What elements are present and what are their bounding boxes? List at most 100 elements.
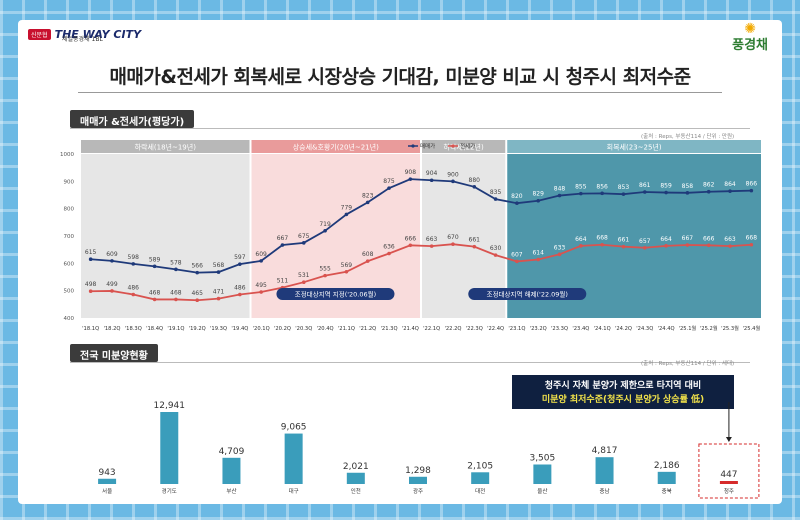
data-label: 666: [703, 235, 715, 242]
period-header: [81, 140, 250, 153]
x-tick-label: '20.4Q: [317, 326, 334, 332]
data-label: 853: [618, 184, 630, 191]
bar-value-label: 447: [720, 470, 737, 480]
x-tick-label: '25.3월: [721, 324, 739, 332]
data-point: [451, 242, 455, 246]
bar-category-label: 청주: [724, 488, 734, 495]
data-point: [685, 243, 690, 247]
data-point: [216, 296, 221, 301]
data-point: [88, 289, 93, 294]
x-tick-label: '25.4월: [742, 324, 760, 332]
callout-arrow-head: [725, 437, 732, 442]
x-tick-label: '25.1월: [679, 324, 697, 332]
data-label: 859: [660, 183, 672, 190]
brand-badge: 신문협: [28, 29, 51, 40]
data-label: 630: [490, 245, 502, 252]
data-label: 465: [191, 290, 203, 297]
data-label: 597: [234, 254, 246, 261]
bar-value-label: 2,186: [654, 461, 680, 471]
bar-category-label: 충북: [662, 487, 672, 495]
bar: [471, 472, 490, 484]
bar-value-label: 2,105: [467, 461, 493, 471]
price-line-chart: 하락세(18년~19년) 상승세&호황기(20년~21년) 하락세(22년) 회복세(…: [60, 140, 761, 332]
data-point: [323, 229, 327, 233]
brand-logo: 신문협 THE WAY CITY: [28, 28, 141, 41]
data-point: [301, 241, 306, 245]
data-label: 675: [298, 233, 310, 240]
data-label: 663: [426, 236, 438, 243]
title-divider: [78, 92, 722, 93]
data-point: [536, 198, 541, 203]
data-label: 864: [724, 181, 736, 188]
data-label: 779: [341, 204, 353, 211]
data-point: [749, 188, 754, 193]
series-line-sale: [90, 178, 752, 274]
data-point: [664, 190, 668, 195]
data-point: [152, 297, 157, 302]
x-tick-label: '23.3Q: [551, 326, 568, 332]
data-label: 614: [532, 250, 544, 257]
x-tick-label: '23.1Q: [508, 326, 525, 332]
x-tick-label: '23.2Q: [530, 326, 547, 332]
y-tick-label: 1000: [60, 152, 74, 158]
note-line-2: 미분양 최저수준(청주시 분양가 상승률 低): [541, 395, 705, 405]
data-point: [429, 178, 434, 183]
data-label: 486: [128, 284, 140, 291]
y-tick-label: 900: [64, 179, 75, 185]
data-label: 823: [362, 192, 374, 199]
period-label: 하락세(22년): [444, 143, 484, 152]
x-tick-label: '22.4Q: [487, 326, 504, 332]
data-point: [706, 189, 711, 194]
data-label: 856: [596, 183, 608, 190]
y-tick-label: 400: [64, 316, 75, 322]
x-tick-label: '21.4Q: [402, 326, 419, 332]
period-label: 하락세(18년~19년): [135, 143, 197, 152]
data-label: 666: [405, 235, 417, 242]
y-tick-label: 700: [64, 234, 75, 240]
bar-category-label: 부산: [226, 487, 236, 495]
data-label: 633: [554, 244, 566, 251]
page-title: 매매가&전세가 회복세로 시장상승 기대감, 미분양 비교 시 청주시 최저수준: [109, 66, 691, 88]
data-point: [706, 243, 711, 248]
period-header: [422, 140, 506, 153]
note-callout: 청주시 자체 분양가 제한으로 타지역 대비 미분양 최저수준(청주시 분양가 …: [511, 374, 735, 410]
data-point: [259, 290, 263, 294]
data-label: 609: [106, 251, 118, 258]
x-tick-label: '25.2월: [700, 324, 718, 332]
data-label: 667: [277, 235, 289, 242]
data-label: 568: [213, 262, 225, 269]
period-label: 회복세(23~25년): [607, 143, 662, 152]
data-point: [621, 244, 626, 249]
bar-category-label: 충남: [599, 487, 609, 495]
data-point: [387, 251, 391, 256]
data-point: [301, 280, 306, 284]
data-label: 866: [746, 181, 758, 188]
data-point: [88, 257, 93, 262]
data-point: [131, 262, 136, 266]
bar-category-label: 인천: [351, 487, 361, 495]
bar: [98, 478, 117, 484]
brand-right: ✺ 풍경채: [732, 22, 768, 53]
data-point: [515, 201, 519, 205]
x-tick-label: '18.4Q: [146, 326, 163, 332]
data-point: [131, 292, 136, 297]
data-label: 636: [383, 243, 395, 250]
data-point: [216, 270, 221, 274]
data-label: 608: [362, 251, 374, 258]
bar-category-label: 대구: [289, 487, 299, 495]
data-label: 855: [575, 184, 587, 191]
data-label: 661: [618, 237, 630, 244]
data-point: [323, 273, 327, 278]
data-point: [238, 292, 242, 297]
data-label: 862: [703, 182, 715, 189]
data-label: 566: [191, 263, 203, 270]
data-point: [515, 259, 519, 264]
callout-label: 조정대상지역 지정('20.06월): [295, 290, 376, 299]
data-label: 719: [319, 221, 331, 228]
bar-value-label: 4,709: [219, 447, 245, 457]
data-point: [642, 190, 647, 194]
data-point: [429, 244, 434, 248]
bar: [657, 471, 676, 484]
highlight-box: [698, 443, 760, 499]
legend-label: 전세가: [460, 142, 475, 150]
